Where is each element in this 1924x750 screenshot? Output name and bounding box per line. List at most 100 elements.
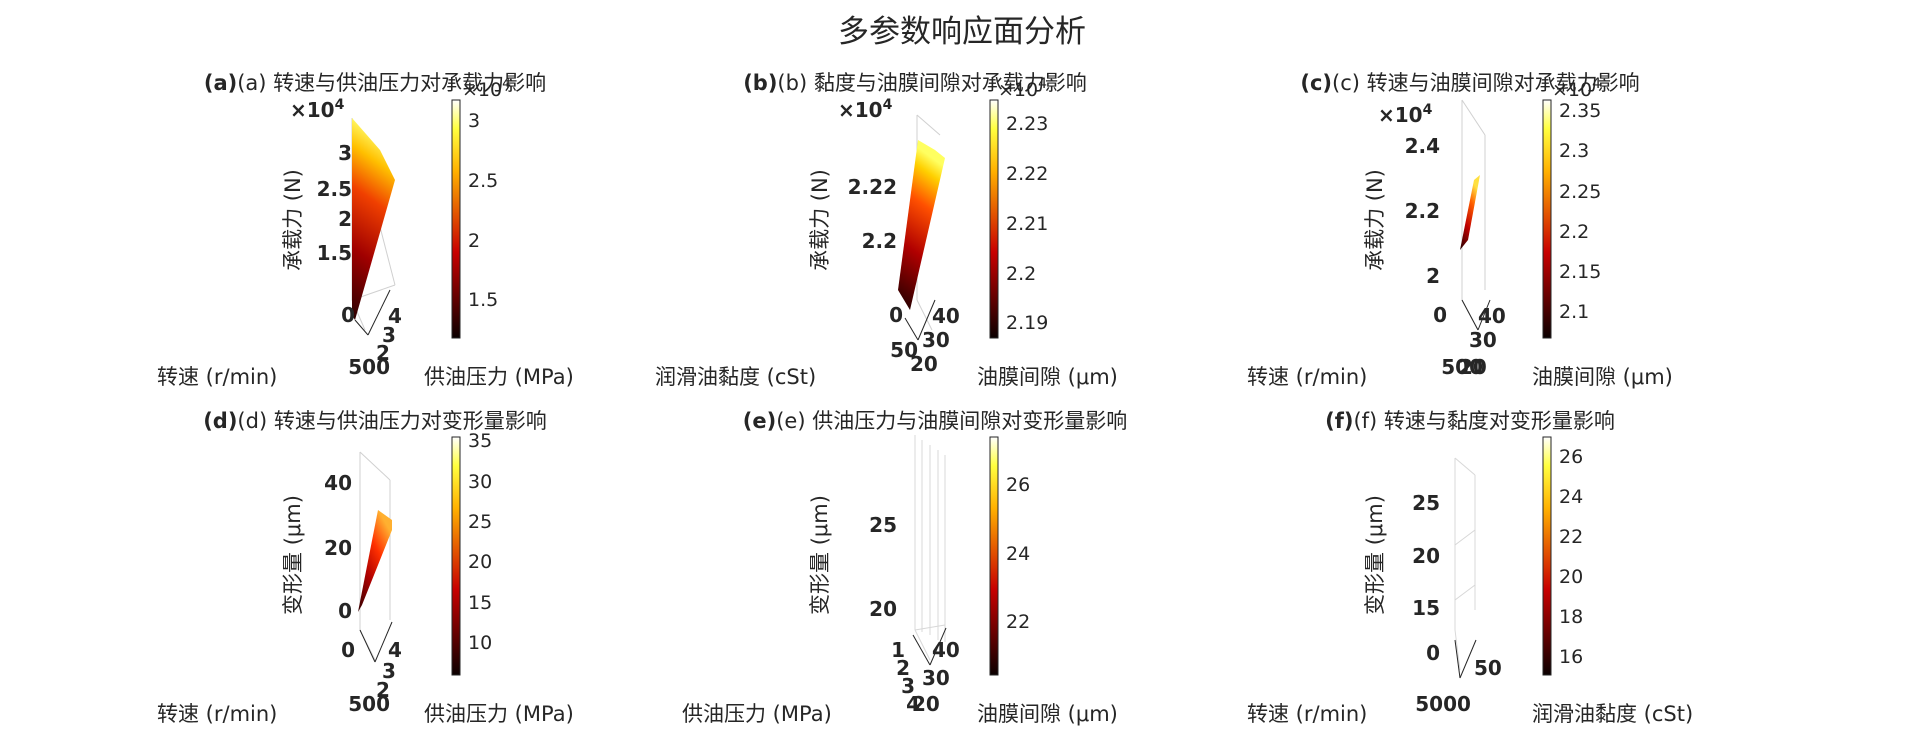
panel-a: (a)(a) 转速与供油压力对承载力影响 ×104 3 2.5 2 1.5 0 … — [157, 71, 574, 389]
colorbar-tick: 2.23 — [1006, 113, 1048, 135]
panel-title-text: (d) 转速与供油压力对变形量影响 — [237, 409, 546, 433]
z-tick: 25 — [869, 513, 897, 537]
x-tick: 500 — [1415, 692, 1457, 716]
panel-title-text: (f) 转速与黏度对变形量影响 — [1353, 409, 1614, 433]
y-tick: 4 — [388, 638, 402, 662]
z-tick: 2 — [338, 207, 352, 231]
panel-d: (d)(d) 转速与供油压力对变形量影响 40 20 0 0 500 4 3 2… — [157, 409, 574, 726]
z-tick: 20 — [1412, 544, 1440, 568]
colorbar — [1542, 99, 1552, 339]
z-tick: 20 — [869, 597, 897, 621]
y-tick: 20 — [910, 352, 938, 376]
colorbar — [989, 99, 999, 339]
panel-title: (c)(c) 转速与油膜间隙对承载力影响 — [1300, 71, 1639, 95]
z-tick: 1.5 — [317, 241, 352, 265]
colorbar-tick: 16 — [1559, 646, 1583, 668]
colorbar-tick: 2.5 — [468, 170, 498, 192]
z-tick: 20 — [324, 536, 352, 560]
y-tick: 20 — [1459, 355, 1487, 379]
colorbar-tick: 26 — [1559, 446, 1583, 468]
colorbar-tick: 2.25 — [1559, 181, 1601, 203]
z-axis-label: 承载力 (N) — [1363, 169, 1387, 271]
colorbar-tick: 2.22 — [1006, 163, 1048, 185]
y-tick: 3 — [382, 659, 396, 683]
y-axis-label: 油膜间隙 (μm) — [977, 365, 1118, 389]
y-tick: 20 — [912, 692, 940, 716]
y-tick: 2 — [376, 341, 390, 365]
panel-b: (b)(b) 黏度与油膜间隙对承载力影响 ×104 2.22 2.2 0 50 … — [655, 71, 1118, 389]
z-tick: 15 — [1412, 596, 1440, 620]
z-axis-label: 变形量 (μm) — [1363, 495, 1387, 615]
panel-title-text: (e) 供油压力与油膜间隙对变形量影响 — [776, 409, 1127, 433]
colorbar-ticks: 26 24 22 — [1006, 474, 1030, 633]
colorbar-tick: 2.2 — [1006, 263, 1036, 285]
x-axis-label: 转速 (r/min) — [1247, 702, 1367, 726]
colorbar-tick: 2.15 — [1559, 261, 1601, 283]
z-tick: 2.4 — [1405, 134, 1440, 158]
colorbar-tick: 15 — [468, 592, 492, 614]
colorbar-tick: 1.5 — [468, 289, 498, 311]
y-tick: 30 — [922, 328, 950, 352]
panel-c: (c)(c) 转速与油膜间隙对承载力影响 ×104 2.4 2.2 2 0 50… — [1247, 71, 1673, 389]
x-tick: 1 — [891, 638, 905, 662]
z-exponent: ×104 — [290, 97, 345, 122]
x-tick: 0 — [1433, 303, 1447, 327]
y-axis-label: 供油压力 (MPa) — [424, 365, 574, 389]
surface-a — [352, 118, 395, 320]
x-tick: 500 — [348, 692, 390, 716]
y-tick: 30 — [922, 666, 950, 690]
y-axis-label: 润滑油黏度 (cSt) — [1532, 702, 1693, 726]
colorbar-tick: 24 — [1006, 543, 1030, 565]
x-tick: 500 — [1441, 355, 1483, 379]
z-tick: 2.2 — [862, 229, 897, 253]
colorbar — [451, 99, 461, 339]
panel-title: (f)(f) 转速与黏度对变形量影响 — [1325, 409, 1615, 433]
z-tick: 0 — [1426, 641, 1440, 665]
z-axis-label: 承载力 (N) — [281, 169, 305, 271]
y-axis-label: 油膜间隙 (μm) — [977, 702, 1118, 726]
colorbar — [989, 436, 999, 676]
colorbar-tick: 24 — [1559, 486, 1583, 508]
colorbar-tick: 2.3 — [1559, 140, 1589, 162]
colorbar-tick: 3 — [468, 110, 480, 132]
colorbar-tick: 10 — [468, 632, 492, 654]
z-axis-label: 承载力 (N) — [808, 169, 832, 271]
z-tick: 25 — [1412, 491, 1440, 515]
colorbar-tick: 2.1 — [1559, 301, 1589, 323]
y-tick: 40 — [932, 304, 960, 328]
panel-title-text: (c) 转速与油膜间隙对承载力影响 — [1332, 71, 1640, 95]
z-tick: 0 — [338, 599, 352, 623]
colorbar-ticks: 2.23 2.22 2.21 2.2 2.19 — [1006, 113, 1048, 334]
y-tick: 3 — [382, 323, 396, 347]
x-tick: 500 — [348, 355, 390, 379]
colorbar-tick: 25 — [468, 511, 492, 533]
colorbar-tick: 2 — [468, 230, 480, 252]
colorbar-tick: 2.2 — [1559, 221, 1589, 243]
panel-e: (e)(e) 供油压力与油膜间隙对变形量影响 25 20 1 2 3 4 40 … — [682, 409, 1127, 726]
x-tick: 0 — [889, 303, 903, 327]
panel-title: (e)(e) 供油压力与油膜间隙对变形量影响 — [743, 409, 1127, 433]
panel-title: (b)(b) 黏度与油膜间隙对承载力影响 — [743, 71, 1087, 95]
z-tick: 3 — [338, 141, 352, 165]
y-tick: 40 — [932, 638, 960, 662]
panel-title: (a)(a) 转速与供油压力对承载力影响 — [204, 71, 546, 95]
surface-b — [898, 140, 945, 310]
colorbar — [1542, 436, 1552, 676]
x-tick: 0 — [341, 303, 355, 327]
colorbar-tick: 2.35 — [1559, 100, 1601, 122]
colorbar-tick: 22 — [1559, 526, 1583, 548]
colorbar-exponent: ×104 — [462, 76, 511, 101]
colorbar-ticks: 3 2.5 2 1.5 — [468, 110, 498, 311]
z-tick: 40 — [324, 471, 352, 495]
x-axis-label: 转速 (r/min) — [157, 702, 277, 726]
colorbar-tick: 18 — [1559, 606, 1583, 628]
x-tick: 2 — [896, 656, 910, 680]
colorbar-tick: 2.21 — [1006, 213, 1048, 235]
y-tick: 2 — [376, 678, 390, 702]
y-tick: 30 — [1469, 328, 1497, 352]
colorbar-ticks: 26 24 22 20 18 16 — [1559, 446, 1583, 668]
panel-title: (d)(d) 转速与供油压力对变形量影响 — [203, 409, 547, 433]
panel-title-text: (a) 转速与供油压力对承载力影响 — [237, 71, 546, 95]
y-tick: 0 — [1457, 692, 1471, 716]
